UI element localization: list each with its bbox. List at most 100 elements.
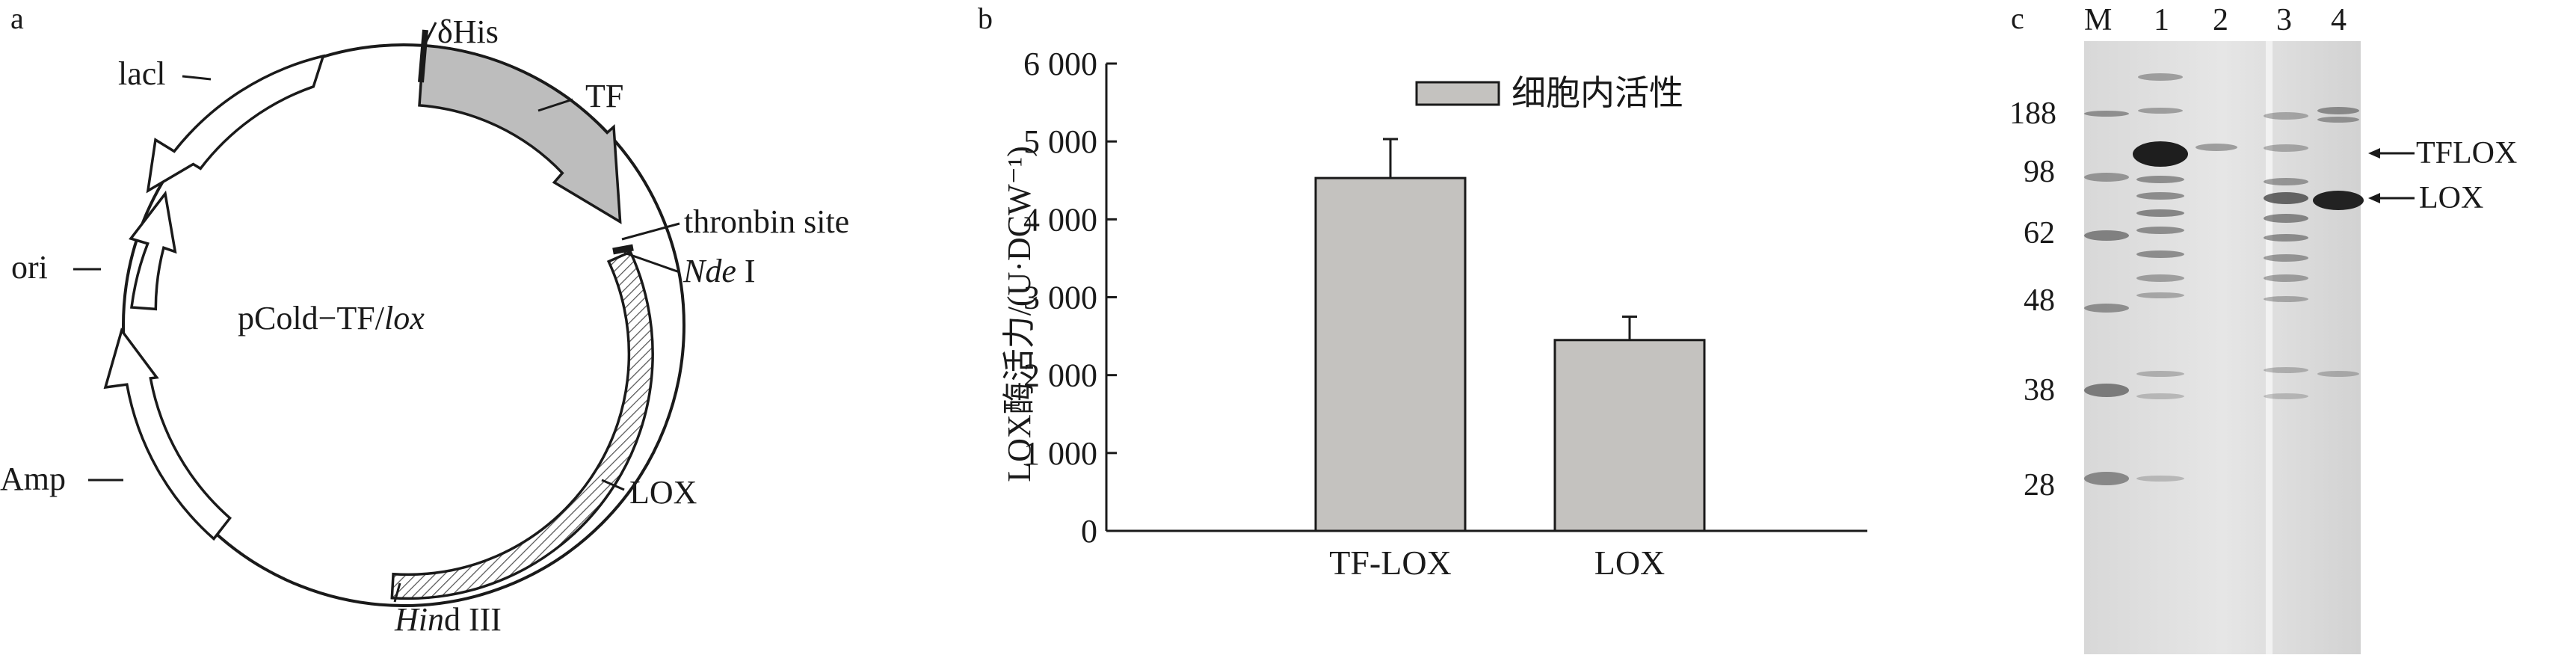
- lox-band: [2313, 191, 2364, 210]
- gel-band: [2264, 192, 2308, 204]
- panel-a: a δHis TF thronbin site Nde I LOX Hind I…: [0, 1, 849, 638]
- y-tick-label: 2 000: [1023, 357, 1097, 394]
- marker-band: [2084, 111, 2129, 117]
- gel-band: [2264, 296, 2308, 302]
- marker-size-28: 28: [2024, 468, 2055, 502]
- gel-band: [2136, 176, 2184, 183]
- gel-band: [2264, 234, 2308, 242]
- y-axis-title: LOX酶活力/(U·DCW⁻¹): [1001, 146, 1038, 482]
- gel-band: [2264, 144, 2308, 152]
- lane-label-3: 3: [2276, 3, 2292, 37]
- gel-band: [2136, 192, 2184, 200]
- marker-size-38: 38: [2024, 373, 2055, 408]
- gel-band: [2264, 393, 2308, 399]
- gel-band: [2136, 476, 2184, 482]
- y-tick-label: 1 000: [1023, 435, 1097, 472]
- plasmid-name-italic: lox: [384, 300, 425, 336]
- marker-size-62: 62: [2024, 216, 2055, 250]
- hind-italic: Hin: [394, 601, 444, 638]
- gel-band: [2138, 108, 2183, 114]
- gel-lane-divider: [2266, 41, 2273, 654]
- lox-label: LOX: [629, 474, 697, 511]
- nde-label: Nde I: [682, 253, 756, 289]
- marker-band: [2084, 173, 2129, 182]
- y-tick-label: 0: [1081, 513, 1097, 550]
- tflox-band: [2133, 141, 2188, 167]
- marker-size-188: 188: [2009, 96, 2056, 131]
- marker-band: [2084, 472, 2129, 485]
- lox-leader: [601, 479, 625, 491]
- thrombin-tick: [612, 244, 634, 255]
- tf-gene-arrow: [418, 44, 622, 224]
- y-tick-label: 3 000: [1023, 280, 1097, 316]
- tf-leader: [537, 98, 573, 112]
- lane-4: [2313, 107, 2364, 377]
- nde-italic: Nde: [682, 253, 736, 289]
- y-tick-label: 6 000: [1023, 46, 1097, 82]
- gel-band: [2136, 371, 2184, 377]
- gel-band: [2136, 227, 2184, 234]
- gel-background: [2084, 41, 2361, 654]
- gel-band: [2264, 274, 2308, 282]
- bar: [1553, 339, 1706, 532]
- panel-a-letter: a: [10, 1, 24, 35]
- bar-chart: 0 1 000 2 000 3 000 4 000 5 000 6 000 LOX酶活力/(U…: [1001, 46, 1867, 582]
- tflox-label: TFLOX: [2416, 136, 2517, 170]
- thrombin-leader: [621, 222, 680, 241]
- panel-c: c M 1 2 3 4 188 98 62 48 38 28: [2009, 1, 2517, 654]
- thrombin-site-label: thronbin site: [684, 203, 849, 240]
- lane-label-m: M: [2084, 3, 2112, 37]
- marker-band: [2084, 230, 2129, 241]
- gel-band: [2317, 371, 2359, 377]
- hind-rest: d III: [444, 601, 502, 638]
- lox-arrow-head: [2368, 193, 2380, 203]
- hind-label: Hind III: [394, 601, 502, 638]
- marker-lane: [2084, 111, 2129, 485]
- category-label: TF-LOX: [1329, 544, 1452, 582]
- lane-3: [2264, 112, 2308, 399]
- gel-band: [2264, 112, 2308, 120]
- ori-label: ori: [11, 249, 48, 286]
- gel-band: [2317, 107, 2359, 114]
- lane-label-1: 1: [2154, 3, 2169, 37]
- panel-b-letter: b: [978, 1, 993, 35]
- plasmid-name-main: pCold−TF/: [238, 300, 385, 336]
- gel-band: [2136, 393, 2184, 399]
- lane-2: [2196, 144, 2237, 151]
- gel-band: [2317, 117, 2359, 123]
- hind-leader: [393, 582, 401, 603]
- panel-b: b 0 1 000 2 000 3 000 4 000 5 000 6 000 LOX酶活力/…: [978, 1, 1867, 582]
- gel-band: [2136, 274, 2184, 282]
- marker-band: [2084, 384, 2129, 397]
- nde-leader: [623, 251, 680, 274]
- lacl-label: lacl: [118, 55, 166, 92]
- legend-label: 细胞内活性: [1512, 73, 1683, 113]
- lane-label-4: 4: [2331, 3, 2347, 37]
- marker-band: [2084, 304, 2129, 313]
- tf-label: TF: [585, 78, 623, 114]
- dhis-leader: [423, 22, 437, 46]
- lane-1: [2133, 73, 2188, 482]
- amp-label: Amp: [0, 461, 66, 497]
- lox-gene-segment: [390, 250, 654, 600]
- y-tick-label: 4 000: [1023, 201, 1097, 238]
- dhis-tick: [418, 29, 428, 83]
- category-label: LOX: [1594, 544, 1666, 582]
- bar: [1314, 176, 1467, 532]
- gel-band: [2264, 254, 2308, 262]
- gel-band: [2264, 367, 2308, 373]
- gel-band: [2136, 292, 2184, 298]
- gel-band: [2138, 73, 2183, 81]
- nde-rest: I: [736, 253, 756, 289]
- lacl-leader: [182, 75, 212, 81]
- panel-c-letter: c: [2011, 1, 2024, 35]
- y-tick-label: 5 000: [1023, 123, 1097, 160]
- dhis-label: δHis: [437, 13, 499, 50]
- amp-gene-arrow: [103, 328, 232, 541]
- marker-size-48: 48: [2024, 283, 2055, 318]
- lacl-gene-arrow: [146, 54, 325, 194]
- gel-band: [2136, 209, 2184, 217]
- lox-band-label: LOX: [2419, 181, 2483, 215]
- legend-swatch: [1415, 81, 1500, 106]
